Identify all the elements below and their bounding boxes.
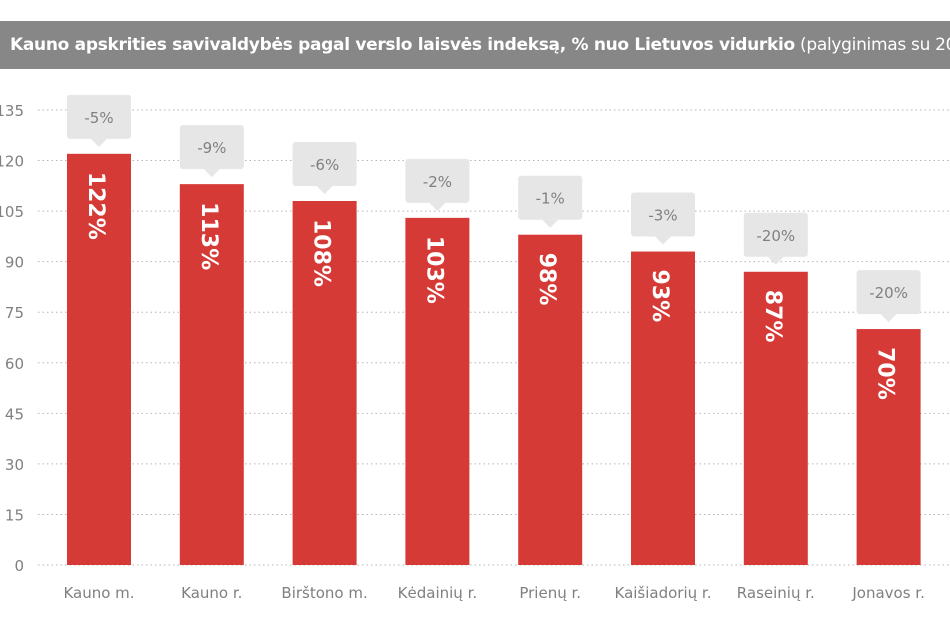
bubble-pointer: [316, 186, 333, 194]
bar: [743, 271, 808, 565]
y-tick-label: 30: [5, 456, 24, 474]
change-label: -3%: [648, 207, 677, 225]
x-tick-label: Kaišiadorių r.: [615, 584, 712, 602]
bar: [179, 184, 244, 566]
bar-value-label: 87%: [760, 290, 785, 343]
x-tick-label: Jonavos r.: [851, 584, 925, 602]
change-bubble: [743, 212, 808, 257]
y-tick-label: 105: [0, 203, 24, 221]
y-tick-label: 135: [0, 102, 24, 120]
y-tick-label: 75: [5, 304, 24, 322]
bar: [856, 329, 921, 565]
bubble-pointer: [767, 256, 784, 265]
bar-value-label: 113%: [196, 202, 221, 270]
bubble-pointer: [542, 219, 559, 228]
x-tick-label: Prienų r.: [519, 584, 581, 602]
bubble-pointer: [91, 138, 107, 147]
change-bubble: [856, 270, 921, 315]
change-label: -20%: [869, 284, 908, 302]
change-bubble: [631, 192, 695, 237]
x-tick-label: Kauno r.: [181, 584, 242, 602]
bar: [67, 153, 131, 565]
change-bubble: [67, 94, 131, 139]
change-label: -1%: [536, 190, 565, 208]
bar-value-label: 103%: [421, 236, 446, 304]
bubble-pointer: [429, 202, 446, 211]
chart-title-bar: Kauno apskrities savivaldybės pagal vers…: [0, 21, 950, 69]
bar-value-label: 108%: [309, 219, 334, 287]
change-bubble: [405, 158, 470, 203]
change-label: -5%: [84, 109, 113, 127]
y-tick-label: 60: [5, 355, 24, 373]
bar-value-label: 93%: [647, 270, 672, 323]
y-tick-label: 90: [5, 254, 24, 272]
change-label: -6%: [310, 156, 339, 174]
bubble-pointer: [655, 236, 671, 245]
x-tick-label: Kėdainių r.: [398, 584, 477, 602]
bar-value-label: 70%: [873, 347, 898, 400]
y-tick-label: 0: [14, 557, 24, 575]
change-label: -9%: [197, 139, 226, 157]
change-bubble: [179, 125, 244, 170]
x-tick-label: Kauno m.: [63, 584, 134, 602]
chart-title: Kauno apskrities savivaldybės pagal vers…: [10, 35, 795, 55]
x-tick-label: Raseinių r.: [737, 584, 815, 602]
y-tick-label: 45: [5, 405, 24, 423]
bar: [631, 251, 695, 566]
bubble-pointer: [880, 314, 897, 323]
change-bubble: [292, 142, 357, 186]
y-tick-label: 120: [0, 153, 24, 171]
change-label: -2%: [423, 173, 452, 191]
bar: [518, 234, 583, 565]
chart-subtitle: (palyginimas su 2016): [800, 35, 950, 55]
bar-value-label: 122%: [83, 172, 108, 240]
bar: [405, 217, 470, 565]
bubble-pointer: [203, 169, 220, 178]
x-tick-label: Birštono m.: [281, 584, 367, 602]
bar: [292, 201, 357, 565]
y-tick-label: 15: [5, 506, 24, 524]
bar-value-label: 98%: [534, 253, 559, 306]
change-bubble: [518, 175, 583, 220]
change-label: -20%: [756, 227, 795, 245]
